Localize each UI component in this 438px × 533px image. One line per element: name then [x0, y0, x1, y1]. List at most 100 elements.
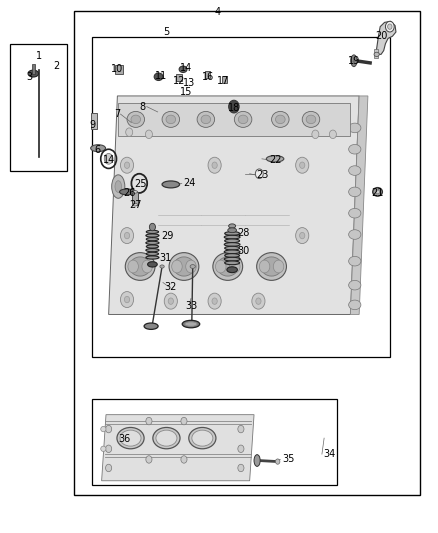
Text: 15: 15 [180, 87, 192, 96]
Circle shape [388, 24, 392, 29]
Bar [115, 65, 123, 74]
Text: 25: 25 [134, 180, 146, 189]
Circle shape [106, 464, 112, 472]
Ellipse shape [154, 73, 163, 80]
Ellipse shape [224, 250, 240, 254]
Ellipse shape [182, 320, 200, 328]
Text: 13: 13 [183, 78, 195, 87]
Circle shape [146, 456, 152, 463]
Text: 12: 12 [173, 76, 185, 86]
Bar [374, 49, 378, 58]
Ellipse shape [276, 115, 285, 124]
Text: 35: 35 [282, 455, 294, 464]
Circle shape [300, 162, 305, 168]
Ellipse shape [169, 253, 199, 280]
Circle shape [230, 260, 240, 273]
Circle shape [212, 162, 217, 168]
Text: 20: 20 [375, 31, 387, 41]
Circle shape [238, 464, 244, 472]
Ellipse shape [179, 66, 187, 72]
Ellipse shape [197, 111, 215, 127]
Text: 18: 18 [228, 103, 240, 112]
Circle shape [229, 100, 239, 113]
Circle shape [120, 292, 134, 308]
Text: 2: 2 [53, 61, 59, 71]
Text: 19: 19 [348, 56, 360, 66]
Text: 17: 17 [217, 76, 230, 86]
Ellipse shape [224, 257, 240, 261]
Bar [91, 113, 97, 129]
Circle shape [181, 456, 187, 463]
Text: 6: 6 [94, 146, 100, 155]
Circle shape [120, 228, 134, 244]
Ellipse shape [375, 190, 380, 193]
Text: 5: 5 [163, 27, 170, 37]
Ellipse shape [156, 430, 177, 446]
Text: 34: 34 [323, 449, 336, 459]
Ellipse shape [225, 239, 240, 243]
Ellipse shape [234, 111, 252, 127]
Circle shape [124, 296, 130, 303]
Ellipse shape [349, 187, 361, 197]
Text: 30: 30 [237, 246, 250, 255]
Circle shape [172, 260, 182, 273]
Ellipse shape [373, 188, 382, 196]
Ellipse shape [190, 265, 195, 269]
Text: 8: 8 [139, 102, 145, 111]
Text: 7: 7 [114, 109, 120, 119]
Text: 9: 9 [90, 120, 96, 130]
Circle shape [124, 232, 130, 239]
Ellipse shape [227, 266, 237, 273]
Text: 33: 33 [186, 301, 198, 311]
Ellipse shape [146, 256, 159, 259]
Text: 29: 29 [161, 231, 173, 240]
Ellipse shape [91, 145, 106, 152]
Circle shape [255, 169, 263, 179]
Ellipse shape [166, 115, 176, 124]
Ellipse shape [144, 323, 158, 329]
Circle shape [142, 260, 152, 273]
Ellipse shape [261, 257, 282, 276]
Ellipse shape [146, 230, 159, 233]
Ellipse shape [272, 111, 289, 127]
Ellipse shape [130, 257, 151, 276]
Text: 11: 11 [155, 71, 167, 80]
Circle shape [252, 293, 265, 309]
Ellipse shape [125, 253, 155, 280]
Ellipse shape [131, 115, 141, 124]
Ellipse shape [112, 175, 125, 198]
Circle shape [168, 298, 173, 304]
Ellipse shape [192, 430, 213, 446]
Ellipse shape [351, 55, 357, 67]
Ellipse shape [349, 280, 361, 290]
Ellipse shape [349, 256, 361, 266]
Circle shape [149, 223, 155, 231]
Circle shape [296, 228, 309, 244]
Ellipse shape [254, 455, 260, 466]
Circle shape [329, 130, 336, 139]
Bar [10, 44, 67, 171]
Ellipse shape [160, 265, 164, 268]
Ellipse shape [349, 166, 361, 175]
Ellipse shape [117, 427, 144, 449]
Text: 26: 26 [123, 188, 135, 198]
Bar [132, 192, 138, 205]
Ellipse shape [146, 241, 159, 245]
Bar [92, 399, 337, 485]
Bar [176, 74, 182, 81]
Text: 22: 22 [270, 155, 282, 165]
Circle shape [385, 21, 394, 32]
Text: 23: 23 [257, 170, 269, 180]
Ellipse shape [225, 254, 240, 257]
Ellipse shape [153, 427, 180, 449]
Ellipse shape [173, 257, 194, 276]
Polygon shape [350, 96, 368, 314]
Ellipse shape [229, 224, 236, 228]
Circle shape [212, 298, 217, 304]
Ellipse shape [127, 111, 145, 127]
Ellipse shape [349, 300, 361, 310]
Text: 36: 36 [119, 434, 131, 444]
Circle shape [164, 293, 177, 309]
Circle shape [186, 260, 196, 273]
Ellipse shape [266, 156, 284, 162]
